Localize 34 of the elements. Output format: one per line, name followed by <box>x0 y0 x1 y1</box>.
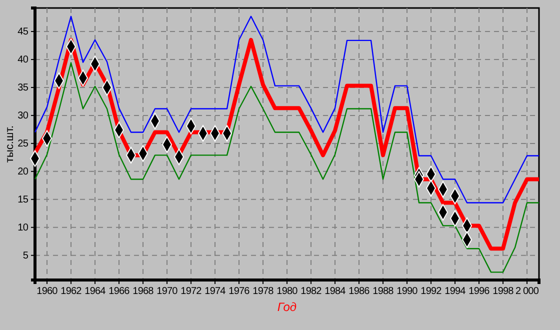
line-series <box>34 62 540 273</box>
x-tick-label: 1976 <box>228 286 250 298</box>
x-tick-label: 1982 <box>300 286 322 298</box>
y-tick-label: 25 <box>18 138 29 150</box>
x-tick-label: 2 000 <box>515 286 540 298</box>
x-tick-label: 1978 <box>252 286 274 298</box>
y-tick-label: 10 <box>18 222 29 234</box>
x-tick-label: 1990 <box>396 286 418 298</box>
x-tick-label: 1962 <box>60 286 82 298</box>
x-tick-label: 1974 <box>204 286 226 298</box>
x-tick-label: 1994 <box>444 286 466 298</box>
y-tick-label: 45 <box>18 26 29 38</box>
x-tick-label: 1970 <box>156 286 178 298</box>
x-tick-label: 1996 <box>468 286 490 298</box>
x-tick-label: 1972 <box>180 286 202 298</box>
x-tick-label: 1998 <box>492 286 514 298</box>
x-tick-label: 1966 <box>108 286 130 298</box>
line-series <box>34 16 540 204</box>
x-tick-label: 1968 <box>132 286 154 298</box>
x-tick-label: 1960 <box>36 286 58 298</box>
x-tick-label: 1964 <box>84 286 106 298</box>
y-tick-label: 30 <box>18 110 29 122</box>
x-tick-label: 1988 <box>372 286 394 298</box>
x-axis-title: Год <box>277 300 297 314</box>
y-tick-label: 15 <box>18 194 29 206</box>
x-tick-label: 1984 <box>324 286 346 298</box>
x-tick-label: 1986 <box>348 286 370 298</box>
y-axis-title: тыс.шт. <box>4 125 16 163</box>
y-tick-label: 35 <box>18 82 29 94</box>
x-tick-label: 1980 <box>276 286 298 298</box>
y-tick-label: 40 <box>18 54 29 66</box>
x-tick-label: 1992 <box>420 286 442 298</box>
y-tick-label: 20 <box>18 166 29 178</box>
y-tick-label: 5 <box>22 250 29 262</box>
